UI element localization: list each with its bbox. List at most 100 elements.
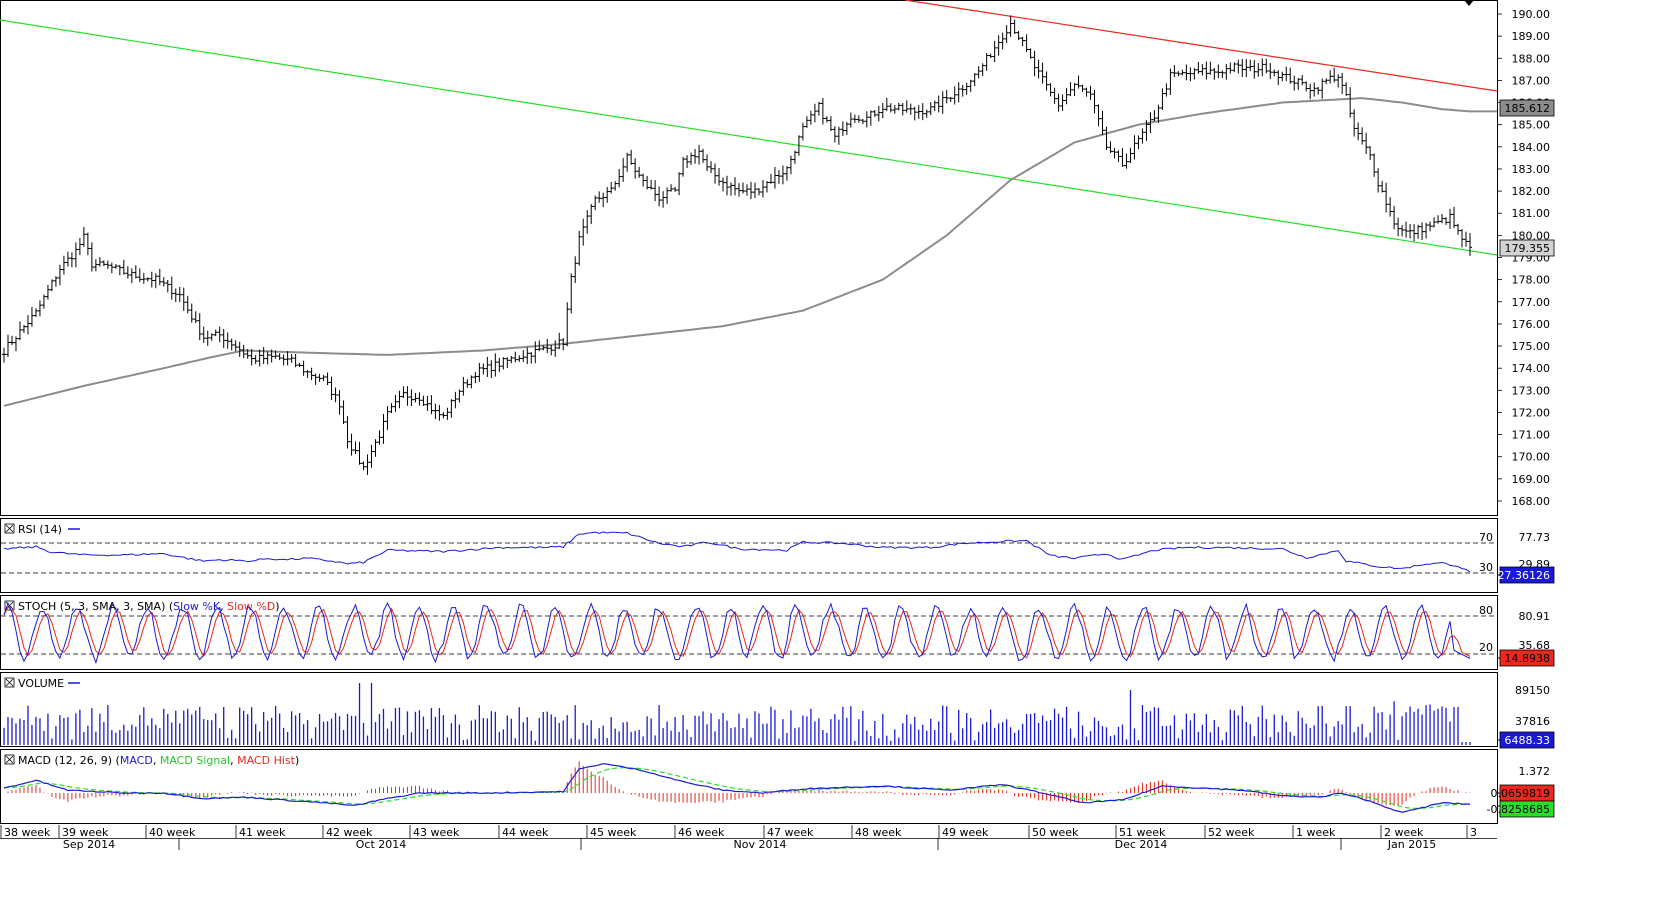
lower-trendline <box>0 19 1498 256</box>
macd-histogram <box>7 761 1471 806</box>
price-bars <box>2 15 1472 475</box>
stoch-title-group: STOCH (5, 3, SMA, 3, SMA) (Slow %K, Slow… <box>18 600 280 613</box>
price-tick-label: 177.00 <box>1512 296 1551 309</box>
month-label: Jan 2015 <box>1387 838 1436 851</box>
close-icon[interactable] <box>5 524 14 533</box>
price-tick-label: 168.00 <box>1512 495 1551 508</box>
price-panel: 190.00189.00188.00187.00186.00185.00184.… <box>0 0 1555 508</box>
week-label: 51 week <box>1119 826 1166 839</box>
volume-title: VOLUME <box>18 677 64 690</box>
week-label: 42 week <box>326 826 373 839</box>
collapse-box-icon[interactable] <box>4 754 15 765</box>
month-label: Nov 2014 <box>734 838 787 851</box>
week-label: 47 week <box>767 826 814 839</box>
macd-panel: MACD (12, 26, 9) (MACD, MACD Signal, MAC… <box>3 754 1555 818</box>
price-tick-label: 189.00 <box>1512 30 1551 43</box>
week-label: 49 week <box>942 826 989 839</box>
stoch-axis-high: 80.91 <box>1519 610 1551 623</box>
volume-panel-frame <box>0 672 1498 747</box>
collapse-box-icon[interactable] <box>4 600 15 611</box>
price-tick-label: 181.00 <box>1512 207 1551 220</box>
volume-value-text: 6488.33 <box>1505 734 1551 747</box>
stoch-title: STOCH (5, 3, SMA, 3, SMA) <box>18 600 165 613</box>
price-tick-label: 169.00 <box>1512 473 1551 486</box>
price-tick-label: 182.00 <box>1512 185 1551 198</box>
macd-axis-high: 1.372 <box>1519 765 1551 778</box>
last-price-label: 179.355 <box>1499 239 1555 257</box>
week-label: 1 week <box>1296 826 1336 839</box>
week-label: 38 week <box>4 826 51 839</box>
stoch-panel: STOCH (5, 3, SMA, 3, SMA) (Slow %K, Slow… <box>1 600 1555 667</box>
price-tick-label: 180.00 <box>1512 229 1551 242</box>
stoch-value-text: 14.8938 <box>1505 652 1551 665</box>
month-label: Dec 2014 <box>1115 838 1168 851</box>
macd-legend-macd: MACD <box>120 754 153 767</box>
week-labels: 38 week 39 week 40 week 41 week 42 week 43 we… <box>0 825 1477 839</box>
price-panel-frame <box>0 0 1498 516</box>
collapse-box-icon[interactable] <box>4 677 15 688</box>
week-label: 43 week <box>413 826 460 839</box>
price-tick-label: 174.00 <box>1512 362 1551 375</box>
rsi-panel-frame <box>0 518 1498 593</box>
stoch-d-line <box>3 606 1471 659</box>
stoch-panel-frame <box>0 595 1498 670</box>
rsi-value-text: 27.36126 <box>1498 569 1551 582</box>
ma-price-label: 185.612 <box>1499 99 1555 117</box>
stoch-k-line <box>3 601 1471 665</box>
rsi-level-30: 30 <box>1479 561 1493 574</box>
moving-average-line <box>3 97 1497 407</box>
price-tick-label: 170.00 <box>1512 451 1551 464</box>
macd-hist-value-text: 0.0659819 <box>1491 787 1551 800</box>
volume-value-box <box>1499 731 1555 749</box>
macd-line <box>3 763 1471 813</box>
macd-signal-value-box <box>1499 800 1555 818</box>
volume-axis-high: 89150 <box>1515 684 1550 697</box>
collapse-box-icon[interactable] <box>4 523 15 534</box>
week-label: 40 week <box>149 826 196 839</box>
week-label: 41 week <box>239 826 286 839</box>
week-label: 39 week <box>62 826 109 839</box>
week-label: 44 week <box>502 826 549 839</box>
macd-legend-signal: MACD Signal <box>160 754 230 767</box>
price-tick-label: 188.00 <box>1512 52 1551 65</box>
rsi-panel: RSI (14) 70 30 77.73 29.89 27.36126 <box>1 523 1555 584</box>
month-label: Sep 2014 <box>63 838 115 851</box>
rsi-axis-high: 77.73 <box>1519 531 1551 544</box>
price-tick-label: 190.00 <box>1512 8 1551 21</box>
price-tick-label: 171.00 <box>1512 429 1551 442</box>
price-tick-label: 173.00 <box>1512 384 1551 397</box>
macd-title: MACD (12, 26, 9) <box>18 754 112 767</box>
stoch-legend-k: Slow %K <box>173 600 221 613</box>
week-label: 2 week <box>1384 826 1424 839</box>
week-label: 46 week <box>678 826 725 839</box>
rsi-line <box>3 531 1471 573</box>
price-tick-label: 176.00 <box>1512 318 1551 331</box>
week-label: 3 <box>1470 826 1477 839</box>
price-tick-label: 172.00 <box>1512 406 1551 419</box>
price-tick-label: 183.00 <box>1512 163 1551 176</box>
macd-legend-hist: MACD Hist <box>237 754 296 767</box>
stoch-value-box <box>1499 649 1555 667</box>
macd-signal-value-text: -0.8258685 <box>1487 803 1550 816</box>
panel-frames <box>0 0 1498 824</box>
last-price-text: 179.355 <box>1505 242 1551 255</box>
rsi-level-70: 70 <box>1479 531 1493 544</box>
stoch-level-20: 20 <box>1479 641 1493 654</box>
volume-axis-low: 37816 <box>1515 715 1550 728</box>
close-icon[interactable] <box>5 755 14 764</box>
price-tick-label: 185.00 <box>1512 119 1551 132</box>
price-tick-label: 187.00 <box>1512 74 1551 87</box>
macd-title-group: MACD (12, 26, 9) (MACD, MACD Signal, MAC… <box>18 754 299 767</box>
close-icon[interactable] <box>5 678 14 687</box>
month-label: Oct 2014 <box>356 838 407 851</box>
price-tick-label: 178.00 <box>1512 274 1551 287</box>
macd-panel-frame <box>0 749 1498 824</box>
week-label: 48 week <box>855 826 902 839</box>
price-tick-label: 175.00 <box>1512 340 1551 353</box>
rsi-value-box <box>1499 566 1555 584</box>
rsi-title: RSI (14) <box>18 523 62 536</box>
month-labels: Sep 2014 Oct 2014 Nov 2014 Dec 2014 Jan 2015 <box>63 838 1436 851</box>
stoch-legend-d: Slow %D <box>227 600 275 613</box>
